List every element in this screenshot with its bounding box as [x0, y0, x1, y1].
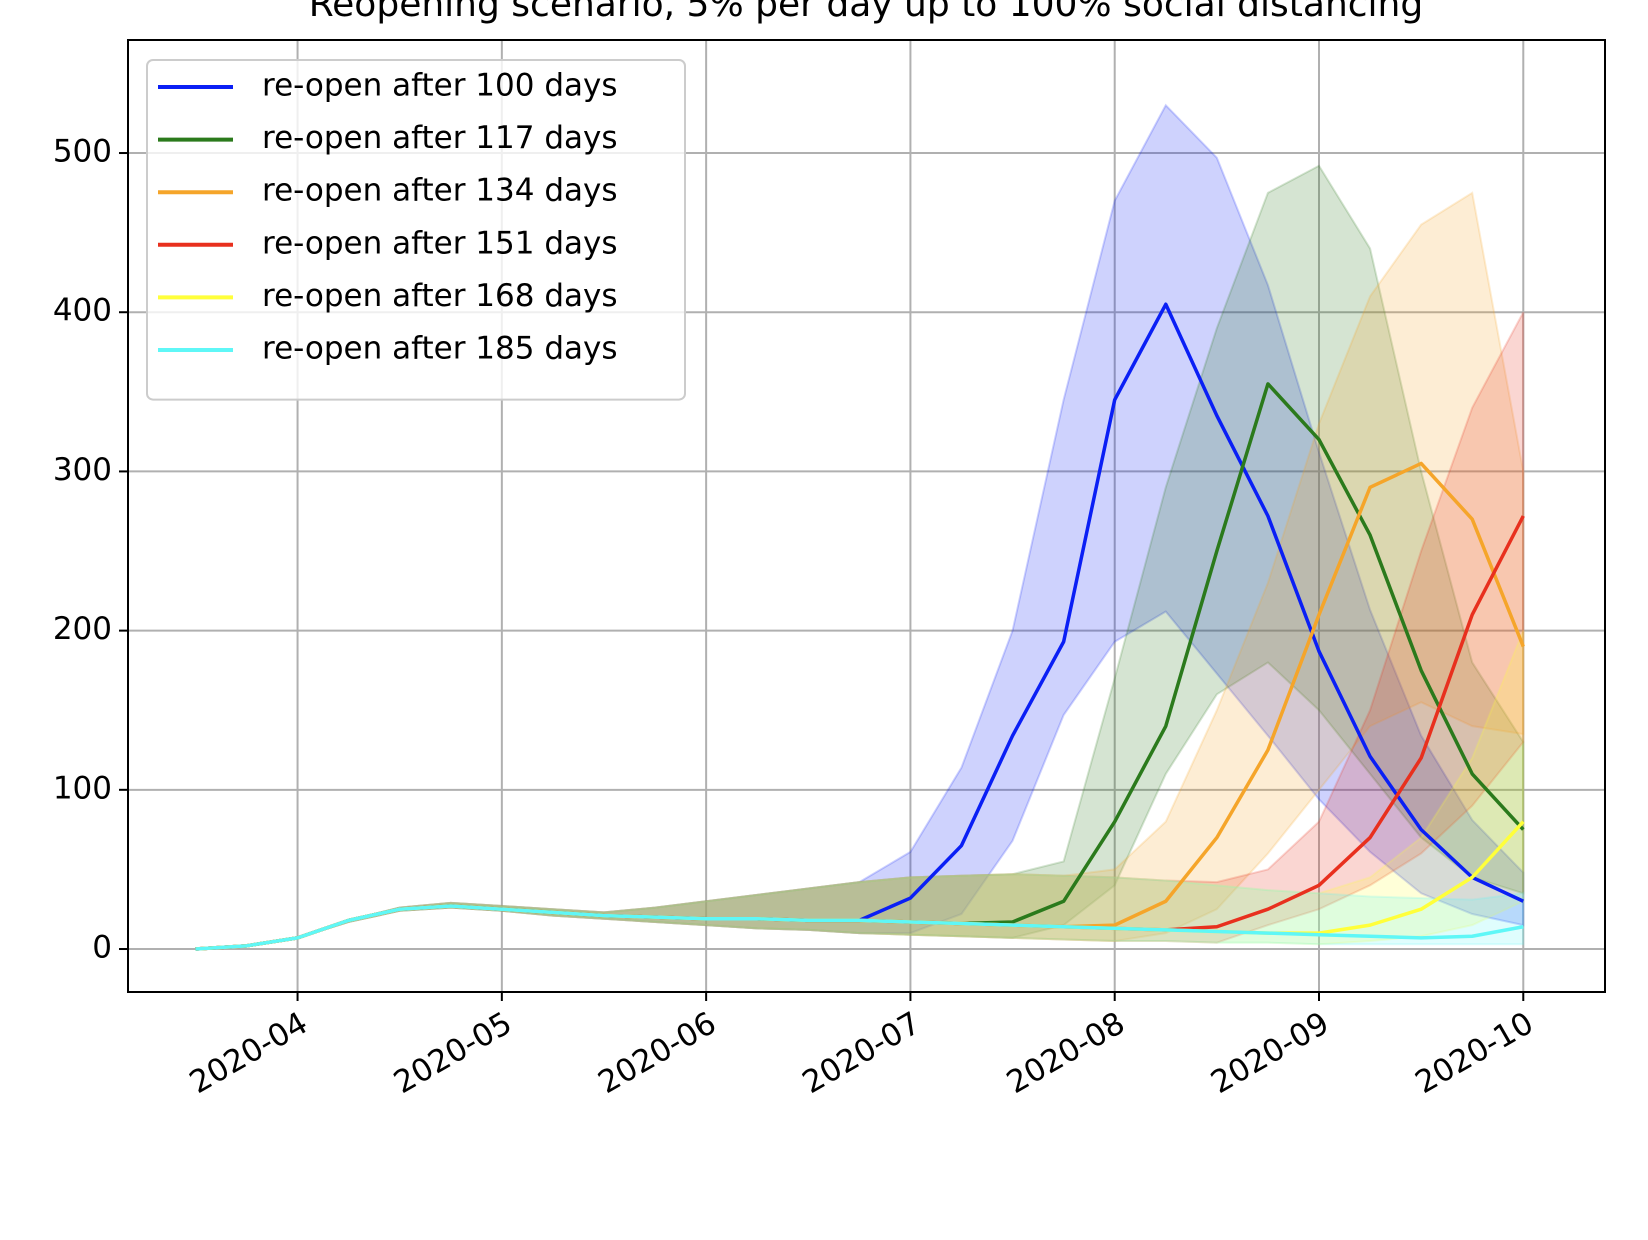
legend-label: re-open after 117 days — [262, 120, 618, 156]
confidence-band — [195, 103, 1525, 951]
y-tick-label: 300 — [53, 452, 112, 488]
legend-label: re-open after 151 days — [262, 225, 618, 261]
legend-label: re-open after 168 days — [262, 278, 618, 314]
legend-label: re-open after 100 days — [262, 68, 618, 104]
y-tick-label: 200 — [53, 611, 112, 647]
series-line — [195, 904, 1524, 951]
confidence-band — [195, 191, 1525, 951]
legend-label: re-open after 185 days — [262, 331, 618, 367]
y-tick-label: 500 — [53, 134, 112, 170]
y-tick-label: 100 — [53, 770, 112, 806]
confidence-band — [195, 311, 1525, 951]
plot-area — [195, 103, 1525, 951]
y-tick-label: 400 — [53, 293, 112, 329]
chart-title: Reopening scenario, 5% per day up to 100… — [309, 0, 1423, 25]
legend-label: re-open after 134 days — [262, 173, 618, 209]
confidence-band — [195, 164, 1525, 951]
legend-box — [146, 59, 686, 401]
y-tick-label: 0 — [92, 930, 112, 966]
axes-frame — [127, 39, 1606, 993]
